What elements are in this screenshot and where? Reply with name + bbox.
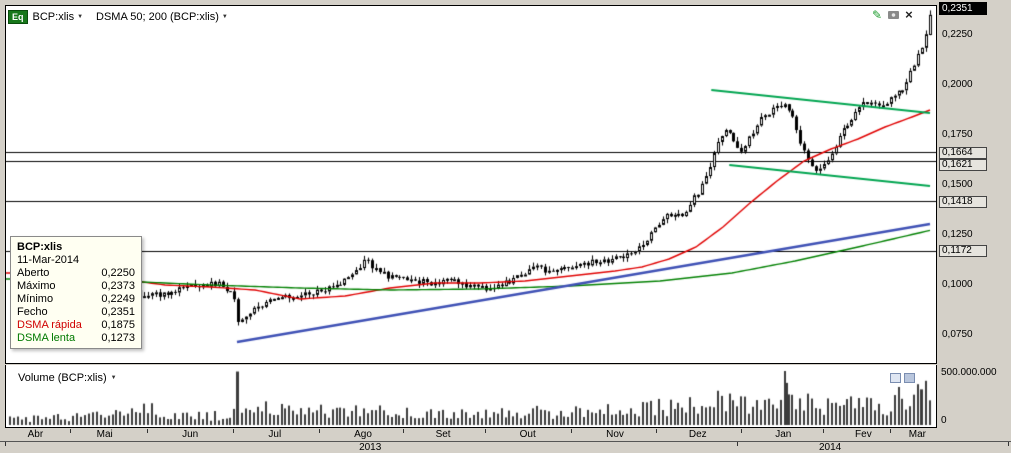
draw-pencil-icon[interactable]: ✎	[872, 8, 883, 22]
month-label: Fev	[855, 429, 872, 440]
month-tick	[147, 429, 148, 433]
panel-menu-icon[interactable]	[904, 373, 915, 383]
price-tick-label: 0,1000	[942, 279, 973, 290]
month-label: Jan	[775, 429, 792, 440]
tooltip-row-open: Aberto 0,2250	[17, 267, 135, 280]
volume-label: Volume (BCP:xlis)	[18, 372, 107, 384]
chevron-down-icon: ▼	[110, 375, 117, 381]
volume-pane: Volume (BCP:xlis) ▼	[5, 365, 937, 428]
volume-pane-icons	[890, 373, 915, 383]
indicator-dropdown[interactable]: DSMA 50; 200 (BCP:xlis) ▼	[96, 11, 228, 23]
month-label: Ago	[354, 429, 372, 440]
month-tick	[890, 429, 891, 433]
month-tick	[233, 429, 234, 433]
tooltip-row-dsma-slow: DSMA lenta 0,1273	[17, 332, 135, 345]
month-tick	[571, 429, 572, 433]
tooltip-row-close: Fecho 0,2351	[17, 306, 135, 319]
year-label: 2014	[818, 442, 842, 453]
month-label: Jul	[268, 429, 282, 440]
last-price-badge: 0,2351	[939, 2, 987, 16]
dsma-slow-value: 0,1273	[101, 332, 135, 344]
price-chart-canvas[interactable]	[6, 6, 936, 363]
price-level-label: 0,1621	[939, 158, 987, 171]
year-tick	[1008, 442, 1009, 446]
month-tick	[823, 429, 824, 433]
dsma-fast-value: 0,1875	[101, 319, 135, 331]
price-tick-label: 0,1500	[942, 179, 973, 190]
low-label: Mínimo	[17, 293, 54, 305]
open-label: Aberto	[17, 267, 50, 279]
dsma-fast-label: DSMA rápida	[17, 319, 82, 331]
price-level-label: 0,1172	[939, 245, 987, 258]
symbol-label: BCP:xlis	[32, 11, 75, 23]
month-label: Out	[519, 429, 536, 440]
year-label: 2013	[359, 442, 382, 453]
close-value: 0,2351	[101, 306, 135, 318]
price-tick-label: 0,2250	[942, 29, 973, 40]
price-level-label: 0,1418	[939, 195, 987, 208]
month-label: Jun	[182, 429, 199, 440]
tooltip-row-low: Mínimo 0,2249	[17, 293, 135, 306]
month-label: Set	[435, 429, 451, 440]
price-chart-pane: Eq BCP:xlis ▼ DSMA 50; 200 (BCP:xlis) ▼ …	[5, 5, 937, 364]
month-tick	[485, 429, 486, 433]
price-tick-label: 0,1750	[942, 129, 973, 140]
time-axis-years: 2013 2014	[0, 441, 1011, 453]
month-tick	[403, 429, 404, 433]
chevron-down-icon: ▼	[77, 14, 84, 20]
year-tick	[5, 442, 6, 446]
price-axis: 0,2351 0,2250 0,2000 0,1750 0,1500 0,1250 0,1…	[939, 2, 1011, 365]
price-level-label: 0,1664	[939, 146, 987, 159]
volume-axis-min: 0	[941, 415, 947, 426]
indicator-label: DSMA 50; 200 (BCP:xlis)	[96, 11, 219, 23]
close-icon[interactable]: ×	[905, 7, 913, 22]
panel-restore-icon[interactable]	[890, 373, 901, 383]
tooltip-date: 11-Mar-2014	[17, 254, 80, 266]
time-axis-months: Abr Mai Jun Jul Ago Set Out Nov Dez Jan Fev Mar	[0, 429, 1011, 441]
volume-canvas[interactable]	[6, 365, 936, 427]
month-label: Abr	[27, 429, 44, 440]
price-tick-label: 0,1250	[942, 229, 973, 240]
volume-axis: 500.000.000 0	[939, 365, 1011, 428]
month-tick	[70, 429, 71, 433]
chevron-down-icon: ▼	[221, 14, 228, 20]
tooltip-row-dsma-fast: DSMA rápida 0,1875	[17, 319, 135, 332]
symbol-dropdown[interactable]: BCP:xlis ▼	[33, 11, 84, 23]
high-label: Máximo	[17, 280, 56, 292]
month-label: Nov	[606, 429, 624, 440]
price-tick-label: 0,2000	[942, 79, 973, 90]
close-label: Fecho	[17, 306, 48, 318]
volume-axis-max: 500.000.000	[941, 367, 997, 378]
month-label: Mar	[908, 429, 926, 440]
month-label: Dez	[688, 429, 707, 440]
month-tick	[656, 429, 657, 433]
price-tick-label: 0,0750	[942, 329, 973, 340]
chart-toolbar: Eq BCP:xlis ▼ DSMA 50; 200 (BCP:xlis) ▼	[8, 9, 228, 25]
chart-toolbar-icons: ✎ ×	[872, 8, 913, 22]
equity-type-badge: Eq	[8, 10, 28, 24]
year-tick	[737, 442, 738, 446]
open-value: 0,2250	[101, 267, 135, 279]
dsma-slow-label: DSMA lenta	[17, 332, 76, 344]
tooltip-title: BCP:xlis	[17, 241, 63, 253]
ohlc-tooltip: BCP:xlis 11-Mar-2014 Aberto 0,2250 Máxim…	[10, 236, 142, 349]
tooltip-row-high: Máximo 0,2373	[17, 280, 135, 293]
volume-dropdown[interactable]: Volume (BCP:xlis) ▼	[18, 372, 117, 384]
camera-icon[interactable]	[888, 11, 900, 19]
high-value: 0,2373	[101, 280, 135, 292]
month-tick	[319, 429, 320, 433]
low-value: 0,2249	[101, 293, 135, 305]
month-label: Mai	[96, 429, 113, 440]
month-tick	[741, 429, 742, 433]
